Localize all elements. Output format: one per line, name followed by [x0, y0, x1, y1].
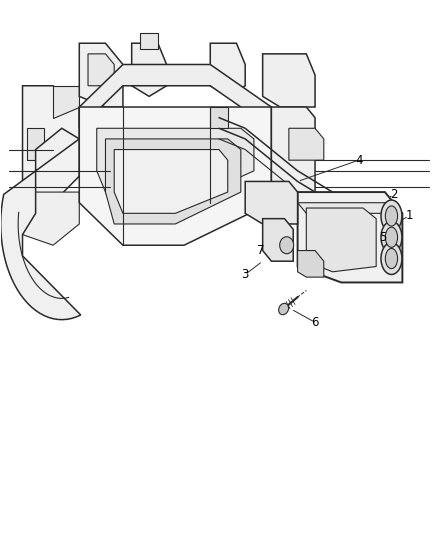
Ellipse shape [385, 206, 398, 226]
Circle shape [280, 237, 293, 254]
Polygon shape [141, 33, 158, 49]
Ellipse shape [381, 243, 402, 274]
Polygon shape [210, 43, 245, 96]
Polygon shape [245, 181, 297, 224]
Polygon shape [79, 64, 272, 128]
Text: 2: 2 [390, 188, 397, 201]
Polygon shape [132, 43, 166, 96]
Text: 3: 3 [241, 268, 249, 281]
Ellipse shape [279, 303, 289, 314]
Ellipse shape [385, 248, 398, 269]
Polygon shape [1, 128, 81, 320]
Polygon shape [297, 203, 394, 213]
Polygon shape [272, 107, 315, 224]
Polygon shape [263, 54, 315, 107]
Polygon shape [297, 192, 403, 282]
Text: 4: 4 [355, 154, 363, 167]
Polygon shape [289, 128, 324, 160]
Text: 7: 7 [257, 244, 264, 257]
Text: 1: 1 [405, 209, 413, 222]
Text: 5: 5 [379, 231, 386, 244]
Polygon shape [53, 86, 79, 118]
Ellipse shape [381, 200, 402, 232]
Polygon shape [297, 251, 324, 277]
Polygon shape [210, 107, 228, 128]
Polygon shape [114, 150, 228, 213]
Polygon shape [263, 219, 293, 261]
Polygon shape [97, 128, 254, 203]
Polygon shape [106, 139, 241, 224]
Ellipse shape [381, 221, 402, 253]
Polygon shape [79, 43, 123, 107]
Polygon shape [263, 224, 280, 245]
Polygon shape [27, 128, 44, 160]
Polygon shape [22, 192, 79, 245]
Polygon shape [306, 208, 376, 272]
Ellipse shape [385, 227, 398, 247]
Text: 6: 6 [311, 316, 319, 329]
Polygon shape [88, 54, 114, 86]
Polygon shape [79, 107, 272, 245]
Polygon shape [22, 86, 79, 203]
